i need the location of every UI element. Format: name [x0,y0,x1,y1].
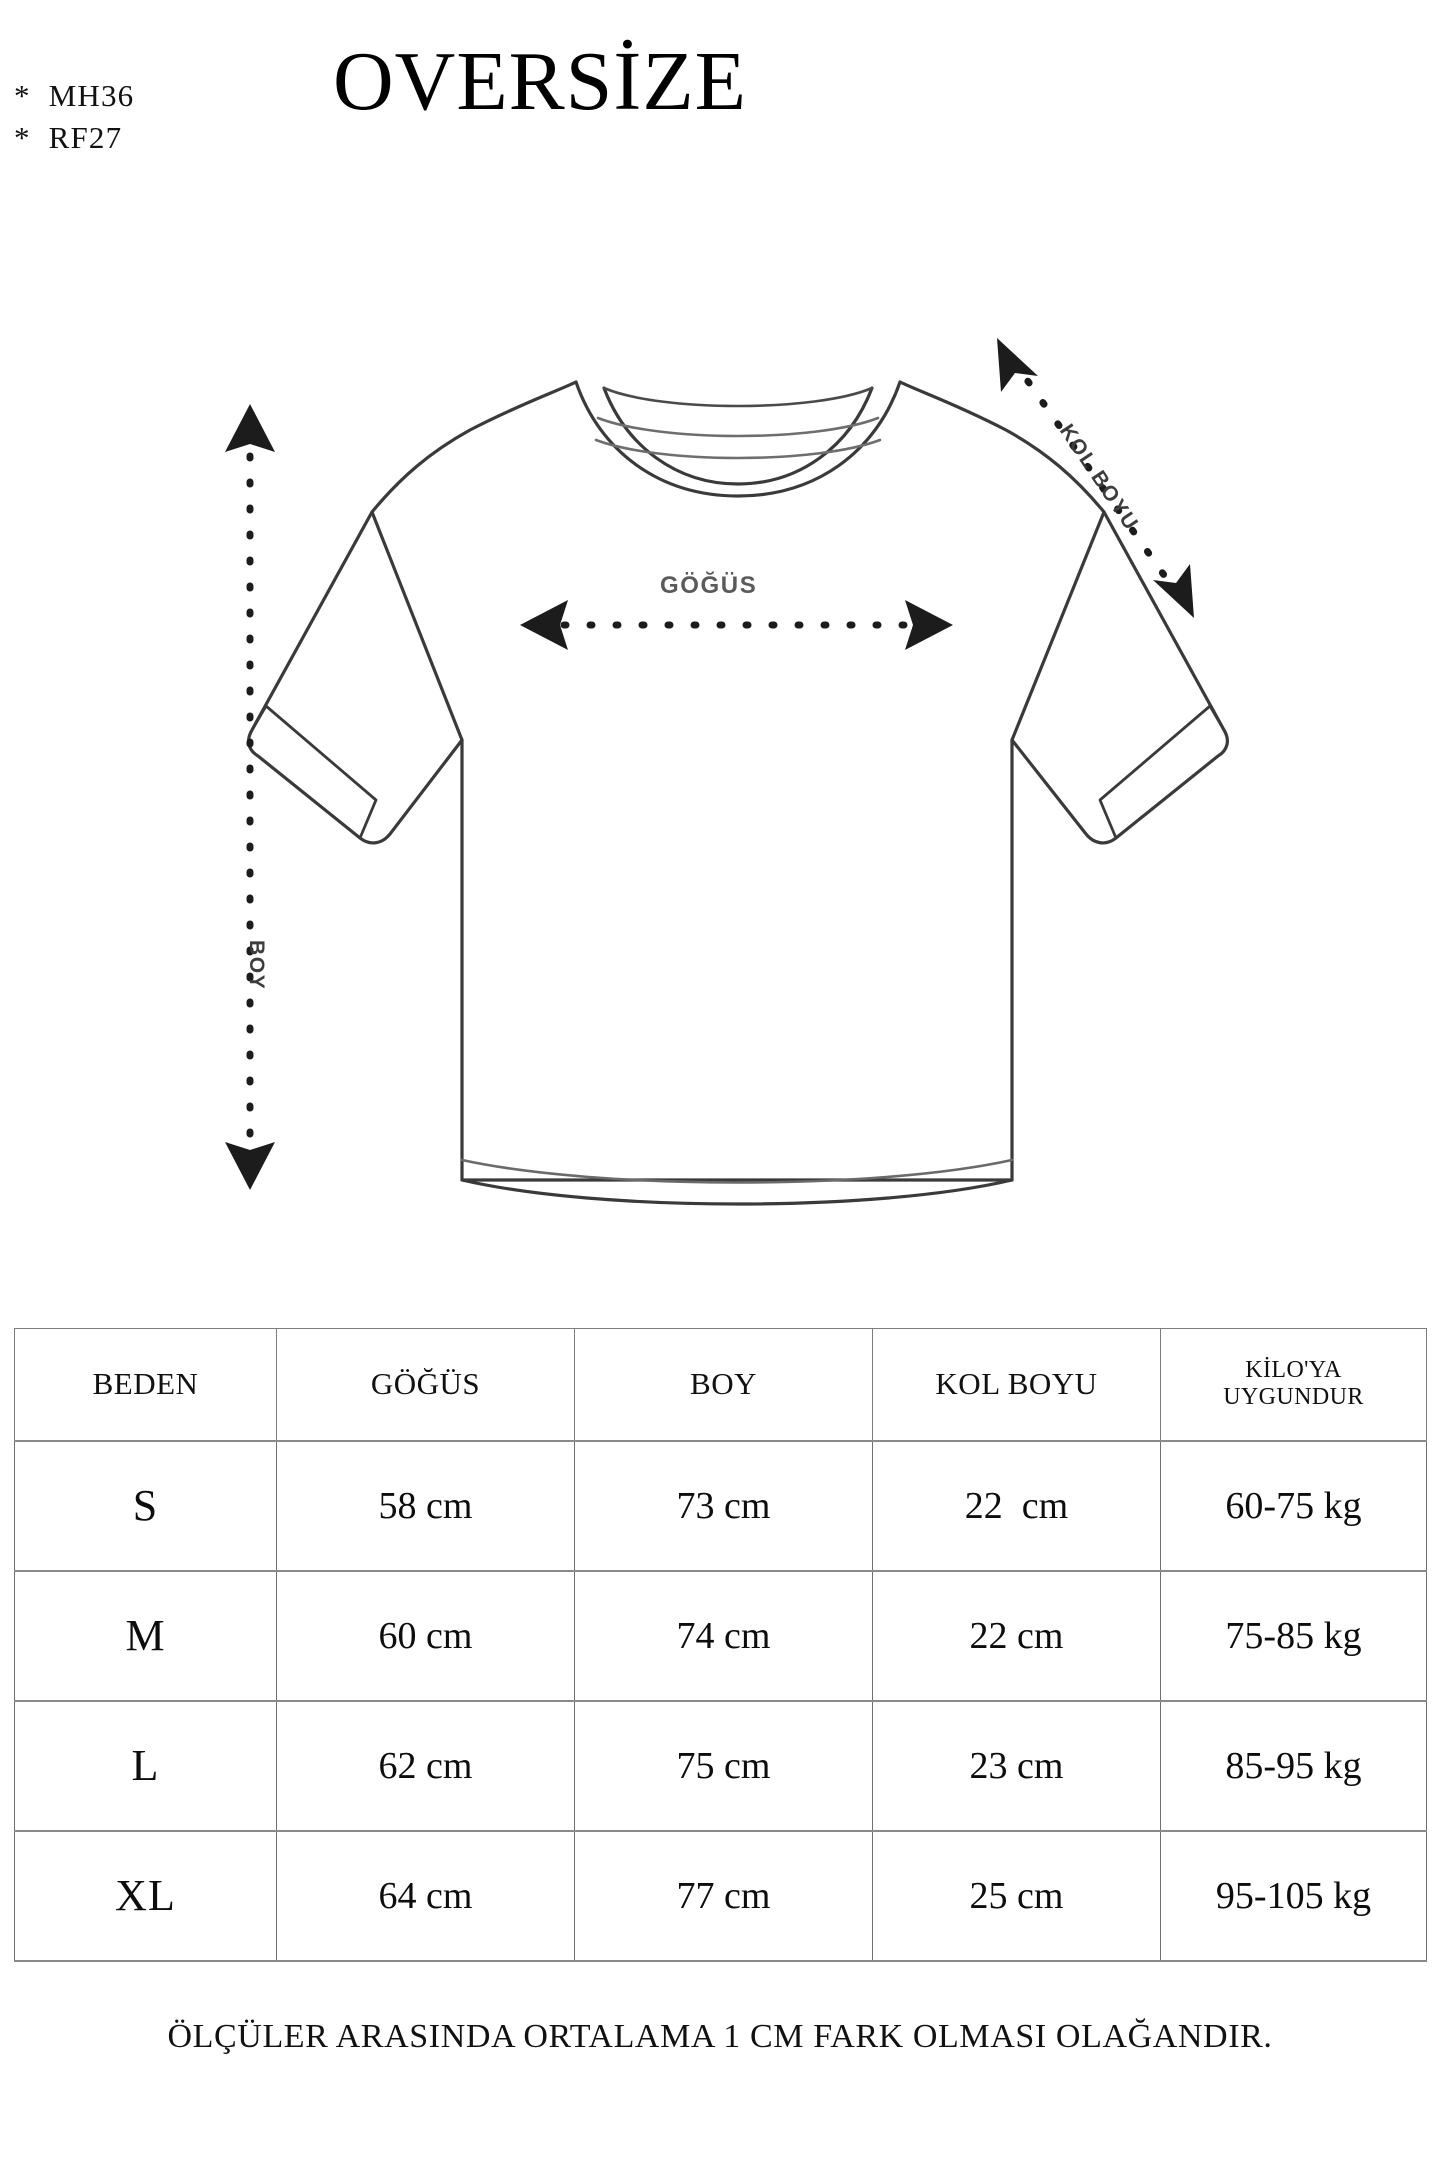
cell-boy: 75 cm [574,1699,873,1832]
cell-kilo: 75-85 kg [1160,1569,1427,1702]
table-header: BEDEN GÖĞÜS BOY KOL BOYU KİLO'YA UYGUNDU… [14,1328,1427,1442]
cell-gogus: 60 cm [276,1569,575,1702]
double-arrow-horizontal-icon [520,600,953,650]
cell-kol-boyu: 22 cm [872,1439,1161,1572]
table-body: S 58 cm 73 cm 22 cm 60-75 kg M 60 cm 74 … [14,1439,1427,1962]
cell-gogus: 62 cm [276,1699,575,1832]
double-arrow-diagonal-icon [997,338,1194,618]
product-codes: * MH36 * RF27 [14,75,134,159]
length-dimension-label: BOY [245,940,268,991]
cell-kilo: 60-75 kg [1160,1439,1427,1572]
size-table-container: BEDEN GÖĞÜS BOY KOL BOYU KİLO'YA UYGUNDU… [14,1328,1427,1962]
cell-gogus: 64 cm [276,1829,575,1962]
product-code-1: * MH36 [14,78,135,113]
size-table: BEDEN GÖĞÜS BOY KOL BOYU KİLO'YA UYGUNDU… [14,1328,1427,1962]
column-header-beden: BEDEN [14,1328,277,1442]
cell-kilo: 85-95 kg [1160,1699,1427,1832]
cell-kol-boyu: 25 cm [872,1829,1161,1962]
table-row: S 58 cm 73 cm 22 cm 60-75 kg [14,1439,1427,1572]
table-row: L 62 cm 75 cm 23 cm 85-95 kg [14,1699,1427,1832]
table-row: XL 64 cm 77 cm 25 cm 95-105 kg [14,1829,1427,1962]
column-header-boy: BOY [574,1328,873,1442]
column-header-kilo-line1: KİLO'YA [1245,1356,1342,1383]
cell-boy: 74 cm [574,1569,873,1702]
table-row: M 60 cm 74 cm 22 cm 75-85 kg [14,1569,1427,1702]
cell-beden: L [14,1699,277,1832]
cell-kol-boyu: 23 cm [872,1699,1161,1832]
tshirt-outline-icon [225,338,1229,1206]
table-header-row: BEDEN GÖĞÜS BOY KOL BOYU KİLO'YA UYGUNDU… [14,1328,1427,1442]
double-arrow-vertical-icon [225,404,275,1190]
footer-note: ÖLÇÜLER ARASINDA ORTALAMA 1 CM FARK OLMA… [167,2018,1273,2055]
cell-gogus: 58 cm [276,1439,575,1572]
column-header-kilo-line2: UYGUNDUR [1223,1384,1364,1411]
cell-boy: 77 cm [574,1829,873,1962]
page-header: * MH36 * RF27 OVERSİZE [0,0,1440,200]
column-header-gogus: GÖĞÜS [276,1328,575,1442]
column-header-kilo-uygundur: KİLO'YA UYGUNDUR [1160,1328,1427,1442]
garment-diagram: GÖĞÜS BOY KOL BOYU [0,300,1440,1280]
column-header-kol-boyu: KOL BOYU [872,1328,1161,1442]
chest-dimension-label: GÖĞÜS [660,572,758,599]
cell-beden: M [14,1569,277,1702]
cell-kilo: 95-105 kg [1160,1829,1427,1962]
product-code-2: * RF27 [14,119,123,155]
cell-beden: S [14,1439,277,1572]
cell-beden: XL [14,1829,277,1962]
cell-kol-boyu: 22 cm [872,1569,1161,1702]
cell-boy: 73 cm [574,1439,873,1572]
page-title: OVERSİZE [333,35,747,128]
